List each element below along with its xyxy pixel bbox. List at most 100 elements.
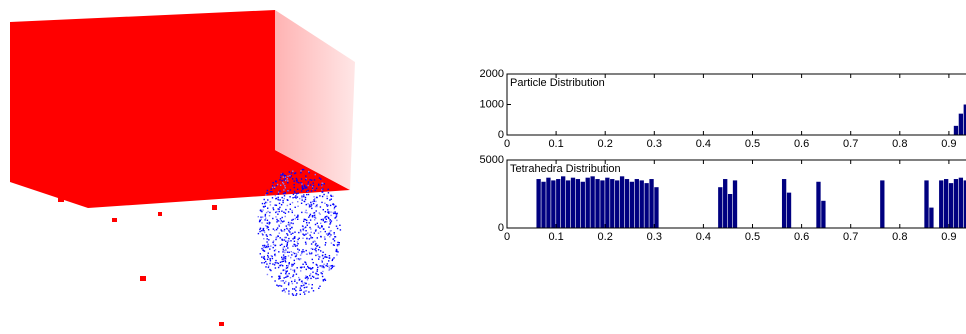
particle [329, 222, 332, 224]
particle [281, 258, 283, 260]
particle [318, 256, 321, 258]
particle [287, 199, 289, 201]
particle [271, 191, 273, 193]
particle [301, 282, 304, 284]
particle [314, 248, 316, 251]
particle [272, 241, 274, 244]
particle [314, 219, 316, 221]
particle [269, 268, 271, 271]
particle [277, 193, 279, 195]
particle [315, 263, 317, 266]
particle [284, 178, 286, 180]
particle [321, 261, 323, 263]
particle [323, 228, 325, 230]
particle [319, 213, 321, 215]
particle [327, 211, 329, 213]
particle [261, 233, 263, 235]
particle [274, 262, 276, 264]
particle [267, 256, 270, 258]
particle-cloud [257, 168, 342, 296]
particle [293, 237, 296, 239]
particle [303, 284, 305, 286]
particle [280, 174, 282, 176]
particle [294, 196, 296, 198]
particle [281, 264, 283, 266]
particle [316, 245, 318, 247]
particle [329, 219, 331, 221]
particle [303, 218, 305, 221]
particle [277, 262, 280, 265]
particle [266, 246, 269, 249]
particle [302, 263, 304, 265]
particle [327, 192, 330, 194]
particle [265, 260, 267, 263]
particle [335, 215, 338, 217]
particle [314, 230, 317, 232]
particle [306, 286, 308, 288]
x-tick-label: 0.2 [598, 231, 613, 243]
particle [314, 240, 316, 243]
particle [285, 240, 287, 242]
particle [312, 290, 315, 292]
particle [291, 209, 293, 212]
particle [292, 288, 294, 290]
particle [330, 265, 333, 267]
particle [304, 290, 306, 292]
particle [304, 187, 306, 189]
particle [267, 252, 269, 254]
particle [274, 253, 276, 255]
particle [291, 219, 293, 221]
particle [292, 222, 294, 225]
histogram-bar [619, 176, 625, 228]
particle [276, 218, 278, 221]
histogram-bar [639, 180, 644, 228]
particle [301, 225, 304, 227]
particle [305, 175, 307, 177]
particle [270, 269, 272, 272]
particle [311, 267, 313, 270]
particle [288, 171, 290, 173]
particle [274, 280, 276, 282]
particle [264, 205, 266, 207]
particle [319, 265, 321, 267]
particle [307, 203, 309, 205]
particle [322, 280, 325, 282]
particle [311, 284, 313, 286]
particle [287, 221, 290, 224]
particle [298, 237, 300, 239]
particle [290, 233, 292, 235]
particle [267, 229, 270, 231]
particle [308, 291, 310, 293]
particle [308, 206, 311, 208]
particle [336, 254, 338, 256]
particle [277, 208, 279, 210]
particle [303, 266, 305, 268]
particle [300, 170, 302, 172]
particle [329, 199, 331, 201]
particle [266, 238, 268, 240]
particle [285, 256, 287, 258]
particle [281, 174, 283, 176]
particle [267, 199, 269, 201]
particle [263, 255, 265, 258]
particle [278, 276, 281, 279]
particle [274, 244, 277, 247]
particle [266, 273, 269, 276]
particle [293, 252, 296, 255]
histogram-bar [590, 176, 595, 228]
particle [296, 253, 298, 256]
particle [272, 207, 274, 209]
particle [307, 183, 309, 185]
histogram-bar [963, 180, 966, 228]
particle [262, 246, 265, 249]
particle [269, 258, 271, 260]
particle [324, 253, 327, 256]
particle [304, 184, 306, 186]
particle [296, 267, 298, 269]
particle [339, 224, 341, 226]
particle [259, 219, 261, 222]
particle [312, 262, 314, 264]
particle [300, 190, 303, 192]
particle [292, 251, 294, 254]
particle [286, 245, 288, 247]
